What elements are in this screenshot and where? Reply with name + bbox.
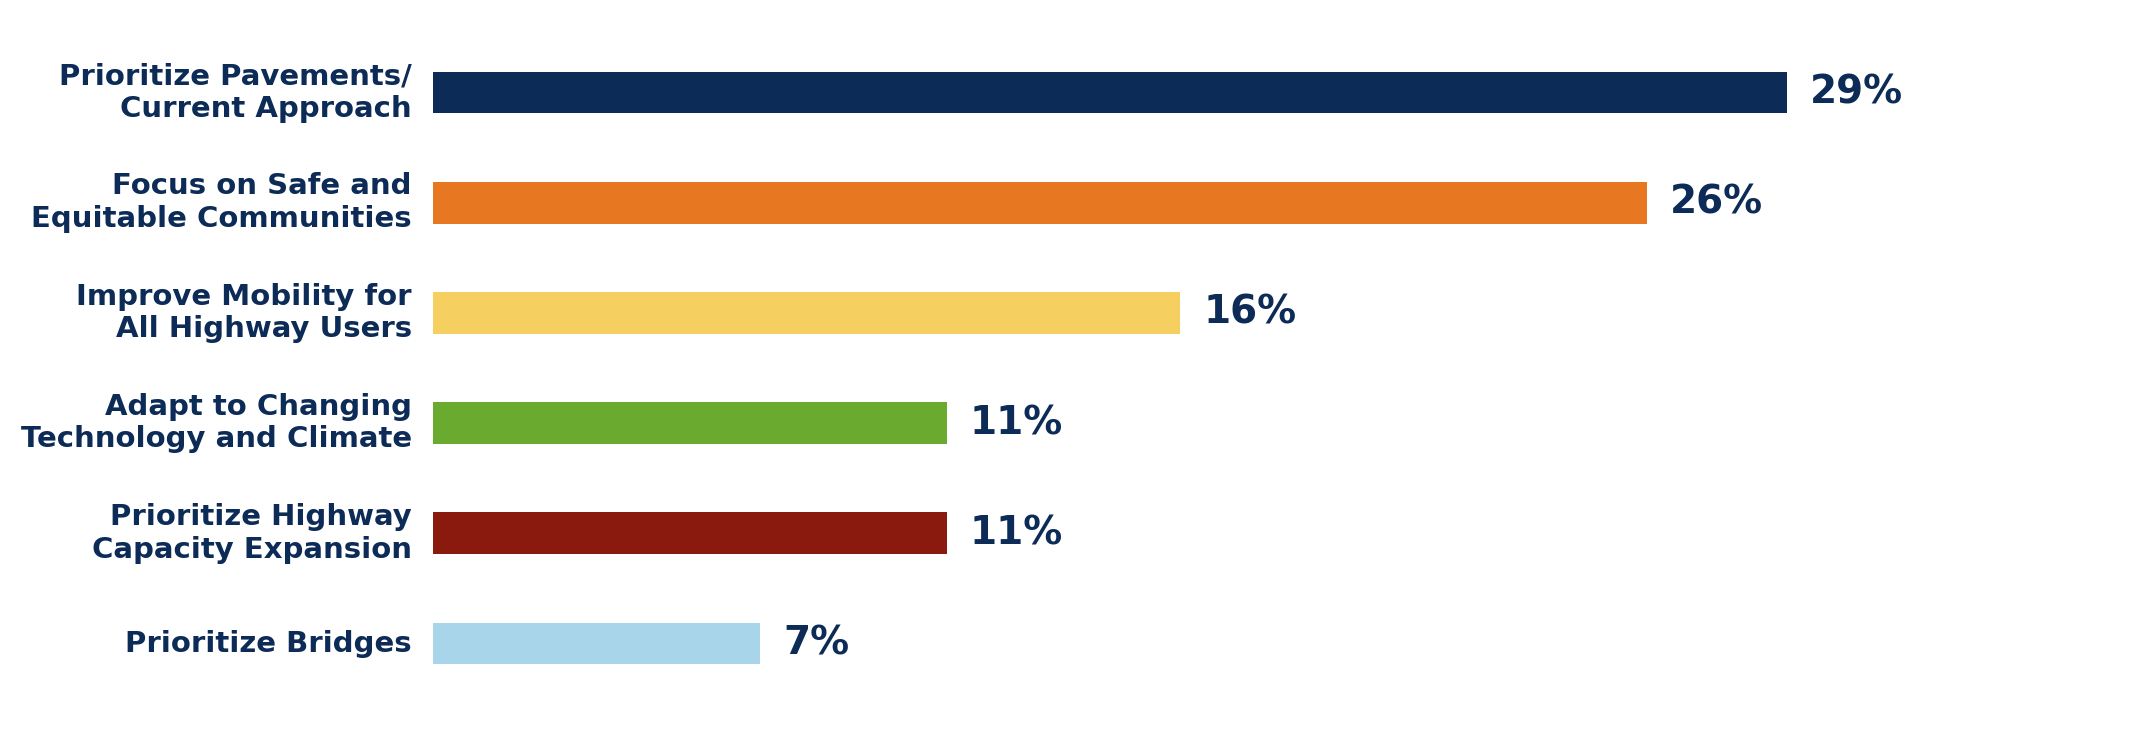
Bar: [433, 623, 760, 665]
Bar: [433, 292, 1180, 334]
Text: 7%: 7%: [783, 625, 849, 662]
Bar: [433, 402, 947, 444]
Text: 29%: 29%: [1810, 74, 1904, 111]
Text: 16%: 16%: [1204, 294, 1297, 332]
Bar: [433, 512, 947, 554]
Bar: [433, 71, 1786, 113]
Text: 11%: 11%: [971, 514, 1063, 552]
Bar: [433, 182, 1647, 224]
Text: 11%: 11%: [971, 404, 1063, 442]
Text: 26%: 26%: [1671, 184, 1763, 222]
